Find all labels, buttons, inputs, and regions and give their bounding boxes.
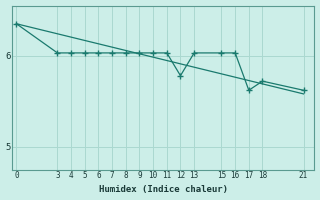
X-axis label: Humidex (Indice chaleur): Humidex (Indice chaleur) — [99, 185, 228, 194]
